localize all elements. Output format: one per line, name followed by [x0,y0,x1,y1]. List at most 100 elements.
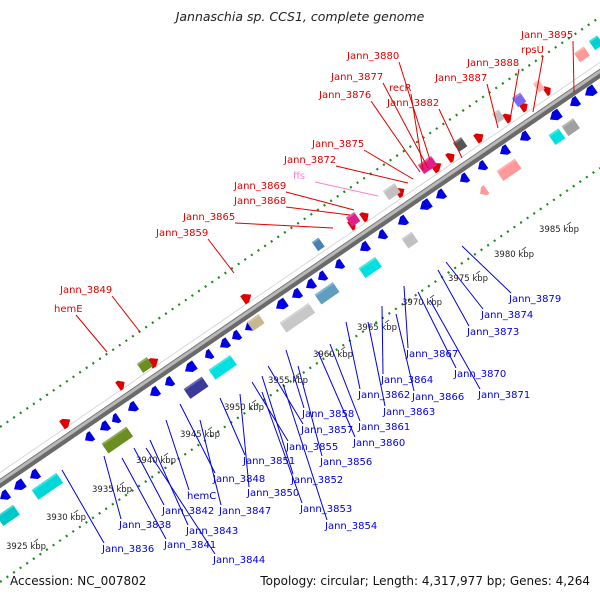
bottom-gene-label: Jann_3856 [319,457,372,468]
top-label-leader [207,238,235,274]
bottom-label-leader [219,397,246,456]
kbp-tick-mark [33,538,39,543]
bottom-label-leader [395,313,415,392]
top-gene-label: Jann_3887 [434,73,487,84]
bottom-label-leader [285,349,305,409]
reverse-gene-17 [318,270,329,281]
reverse-gene-15 [292,287,304,299]
top-label-leader [111,295,141,333]
bottom-gene-label: Jann_3860 [352,438,405,449]
forward-gene-8 [445,152,455,163]
reverse-gene-23 [436,188,448,199]
upper-guide-dots [0,16,600,428]
reverse-block-grey [279,302,316,333]
top-gene-label: rpsU [521,45,544,56]
bottom-gene-label: Jann_3855 [285,442,338,453]
top-gene-label: Jann_3869 [233,181,286,192]
bottom-label-leader [437,269,470,327]
bottom-label-leader [367,321,386,407]
bottom-label-leader [403,285,409,349]
forward-gene-1 [115,380,125,391]
reverse-gene-29 [570,95,582,107]
top-gene-label: recR [389,83,412,94]
reverse-gene-30 [585,84,598,97]
reverse-gene-7 [150,385,162,397]
bottom-gene-label: Jann_3862 [357,390,410,401]
bottom-label-leader [179,403,216,474]
bottom-label-leader [103,455,122,520]
bottom-label-leader [329,343,361,422]
bottom-gene-label: Jann_3841 [163,540,216,551]
top-gene-label: Jann_3888 [466,58,519,69]
bottom-gene-label: Jann_3866 [411,392,464,403]
forward-block-pink-2 [573,46,591,63]
topology-label: Topology: circular; Length: 4,317,977 bp… [260,574,590,588]
bottom-gene-label: Jann_3879 [508,294,561,305]
kbp-tick-mark [521,246,527,251]
reverse-block-navy [183,376,209,399]
kbp-tick-label: 3945 kbp [180,430,220,440]
bottom-label-leader [133,447,165,506]
reverse-block-tan [246,314,265,332]
kbp-tick-label: 3950 kbp [224,403,264,413]
kbp-tick-mark [475,270,481,275]
kbp-tick-mark [295,372,301,377]
bottom-label-leader [121,457,167,540]
bottom-label-leader [461,245,512,294]
reverse-block-steel [314,282,340,305]
reverse-gene-19 [360,240,372,252]
top-gene-label: hemE [54,304,83,315]
top-gene-label: Jann_3859 [155,228,208,239]
top-label-leader [363,149,414,180]
top-label-leader [335,165,409,184]
reverse-gene-5 [112,413,122,424]
top-label-leader [370,100,421,173]
reverse-block-pink [496,158,522,181]
reverse-block-cyan-3 [358,256,382,279]
reverse-block-cyan-4 [548,128,566,146]
top-gene-label: Jann_3849 [59,285,112,296]
reverse-gene-3 [85,431,96,442]
bottom-label-leader [267,365,304,425]
reverse-gene-6 [128,400,140,412]
top-gene-label: Jann_3880 [346,51,399,62]
reverse-gene-14 [276,297,289,310]
kbp-tick-label: 3925 kbp [6,542,46,552]
bottom-gene-label: Jann_3847 [218,506,271,517]
map-title: Jannaschia sp. CCS1, complete genome [175,9,425,24]
reverse-gene-0 [0,489,12,500]
reverse-gene-20 [378,228,389,240]
forward-block-green [136,357,154,373]
reverse-gene-27 [520,130,532,141]
bottom-gene-label: Jann_3863 [382,407,435,418]
reverse-gene-16 [306,278,318,289]
bottom-gene-label: Jann_3850 [246,488,299,499]
bottom-label-leader [429,299,481,390]
reverse-gene-22 [420,198,433,210]
bottom-gene-label: Jann_3874 [480,310,533,321]
bottom-gene-label: Jann_3853 [299,504,352,515]
top-label-leader [234,222,334,229]
bottom-label-leader [165,419,190,491]
top-label-leader [285,206,351,216]
forward-gene-5 [359,212,369,223]
reverse-gene-1 [14,478,27,491]
accession-label: Accession: NC_007802 [10,574,147,588]
top-gene-label: Jann_3872 [283,155,336,166]
kbp-tick-mark [119,481,125,486]
forward-gene-12 [542,86,551,97]
bottom-label-leader [261,375,294,475]
reverse-block-cyan-0 [0,504,20,526]
reverse-gene-24 [460,172,471,183]
bottom-gene-label: Jann_3864 [380,375,433,386]
reverse-gene-28 [550,108,563,121]
bottom-label-leader [297,365,323,457]
kbp-tick-mark [340,346,346,351]
bottom-label-leader [199,419,222,506]
reverse-gene-pink [480,185,490,196]
genome-backbone-highlight [0,69,600,484]
top-gene-label: Jann_3882 [386,98,439,109]
top-label-leader [382,82,429,169]
kbp-tick-mark [73,509,79,514]
bottom-label-leader [317,351,356,438]
